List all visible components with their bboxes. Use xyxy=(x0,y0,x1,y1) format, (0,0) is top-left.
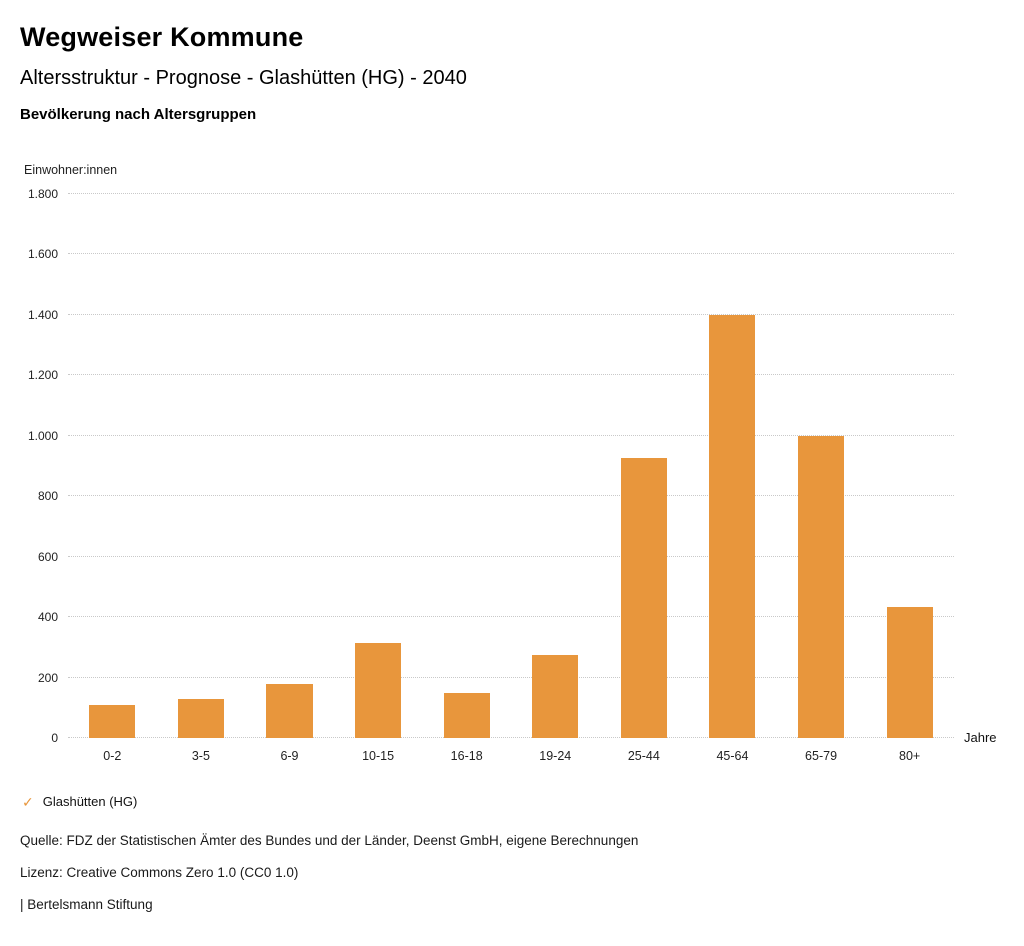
footer: Quelle: FDZ der Statistischen Ämter des … xyxy=(20,833,1004,912)
bar-slot: 6-9 xyxy=(245,194,334,763)
bars: 0-2 3-5 6-9 10-15 16-18 19-24 25-44 45-64 65-79 8… xyxy=(68,194,954,763)
gridline xyxy=(68,495,954,497)
bar-16-18[interactable] xyxy=(443,692,490,738)
bar-10-15[interactable] xyxy=(355,642,402,738)
check-icon: ✓ xyxy=(22,793,34,810)
y-tick-label: 200 xyxy=(37,670,58,685)
bar-45-64[interactable] xyxy=(709,314,756,738)
x-tick-label: 10-15 xyxy=(362,749,395,763)
bar-chart: 0 200 400 600 800 1.000 1.200 1.400 1.600 1.800 0… xyxy=(20,187,997,763)
gridline xyxy=(68,253,954,255)
bar-slot: 3-5 xyxy=(157,194,246,763)
chart-heading: Bevölkerung nach Altersgruppen xyxy=(20,106,257,123)
attribution-text: | Bertelsmann Stiftung xyxy=(20,897,153,912)
x-tick-label: 19-24 xyxy=(539,749,572,763)
bar-slot: 65-79 xyxy=(777,194,866,763)
source-text: Quelle: FDZ der Statistischen Ämter des … xyxy=(20,833,639,848)
x-tick-label: 6-9 xyxy=(280,749,299,763)
bar-25-44[interactable] xyxy=(620,458,667,738)
y-axis-title: Einwohner:innen xyxy=(24,163,118,177)
bar-80+[interactable] xyxy=(886,606,933,738)
bar-slot: 10-15 xyxy=(334,194,423,763)
legend-item-glashuetten[interactable]: ✓ Glashütten (HG) xyxy=(22,794,137,809)
gridline xyxy=(68,676,954,678)
x-axis-title: Jahre xyxy=(964,730,997,745)
y-tick-label: 1.600 xyxy=(27,247,58,262)
x-tick-label: 3-5 xyxy=(191,749,210,763)
plot-area: 0-2 3-5 6-9 10-15 16-18 19-24 25-44 45-64 65-79 8… xyxy=(68,193,997,763)
bar-0-2[interactable] xyxy=(89,704,136,738)
license-text: Lizenz: Creative Commons Zero 1.0 (CC0 1… xyxy=(20,865,299,880)
bar-19-24[interactable] xyxy=(532,654,579,738)
page-title: Wegweiser Kommune xyxy=(20,22,304,52)
x-tick-label: 45-64 xyxy=(716,749,749,763)
x-tick-label: 80+ xyxy=(899,749,921,763)
header: Wegweiser Kommune Altersstruktur - Progn… xyxy=(20,22,1004,123)
gridline xyxy=(68,555,954,557)
y-tick-label: 400 xyxy=(37,610,58,625)
gridline xyxy=(68,434,954,436)
page: Wegweiser Kommune Altersstruktur - Progn… xyxy=(20,22,1004,912)
bar-slot: 0-2 xyxy=(68,194,157,763)
chart-subtitle: Altersstruktur - Prognose - Glashütten (… xyxy=(20,67,467,89)
bar-slot: 80+ xyxy=(865,194,954,763)
bar-slot: 16-18 xyxy=(422,194,511,763)
gridline xyxy=(68,193,954,194)
bar-slot: 19-24 xyxy=(511,194,600,763)
gridline xyxy=(68,374,954,376)
y-tick-label: 1.200 xyxy=(27,368,58,383)
y-tick-label: 1.000 xyxy=(27,428,58,443)
bar-65-79[interactable] xyxy=(798,435,845,738)
x-tick-label: 65-79 xyxy=(805,749,838,763)
bar-slot: 45-64 xyxy=(688,194,777,763)
y-tick-label: 600 xyxy=(37,549,58,564)
x-tick-label: 25-44 xyxy=(627,749,660,763)
y-tick-label: 0 xyxy=(51,731,58,745)
x-tick-label: 0-2 xyxy=(103,749,122,763)
bar-slot: 25-44 xyxy=(600,194,689,763)
gridline xyxy=(68,737,954,738)
gridline xyxy=(68,616,954,618)
bar-3-5[interactable] xyxy=(177,698,224,738)
y-tick-label: 1.400 xyxy=(27,307,58,322)
y-tick-label: 800 xyxy=(37,489,58,504)
x-tick-label: 16-18 xyxy=(450,749,483,763)
bar-6-9[interactable] xyxy=(266,683,313,738)
legend-label: Glashütten (HG) xyxy=(42,794,138,809)
gridline xyxy=(68,313,954,315)
y-axis-tick-labels: 0 200 400 600 800 1.000 1.200 1.400 1.600 1.800 xyxy=(20,187,68,745)
y-tick-label: 1.800 xyxy=(27,187,58,201)
